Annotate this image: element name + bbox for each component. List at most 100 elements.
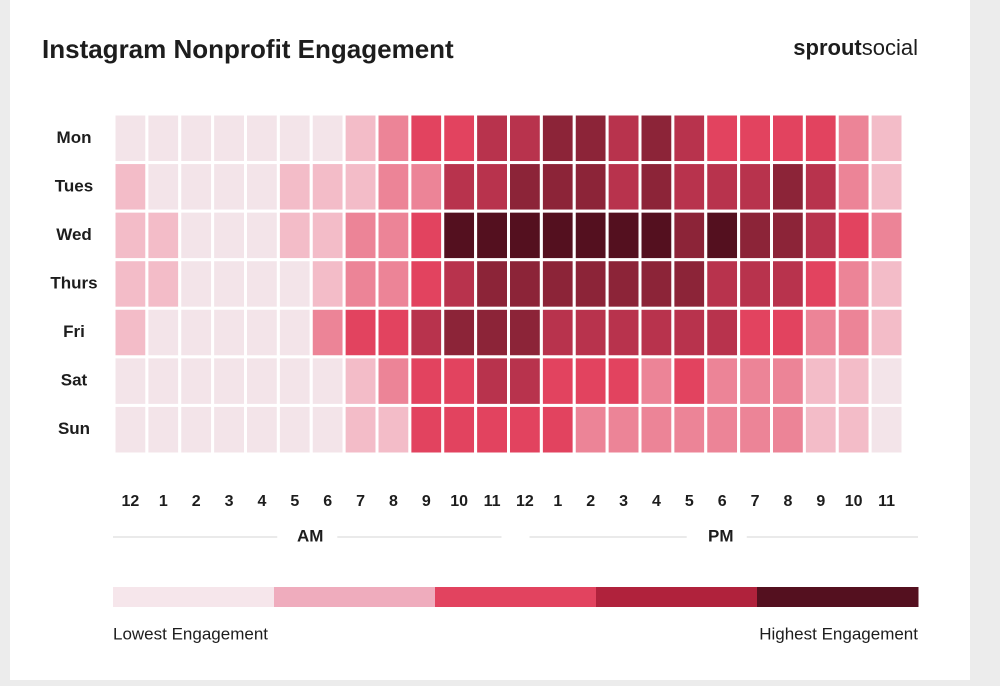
heatmap-cell [178,209,215,262]
heatmap-cell [868,209,905,262]
heatmap-cell [244,403,280,456]
heatmap-cell [375,403,412,456]
heatmap-cell [408,209,445,262]
heatmap-cell [474,209,510,262]
brand-part: social [862,35,918,60]
heatmap-cell [868,306,905,359]
heatmap-cell [112,355,149,407]
heatmap-cell [474,258,510,310]
heatmap-cell [145,403,182,456]
heatmap-cell [342,112,379,165]
heatmap-cell [375,112,412,165]
heatmap-cell [605,355,642,407]
heatmap-cell [507,112,543,165]
heatmap-cell [671,209,708,262]
x-tick-label: 12 [516,493,534,510]
heatmap-cell [112,161,149,213]
heatmap-cell [244,112,280,165]
brand: sproutsocial [793,35,918,60]
y-tick-label: Sat [61,371,88,390]
heatmap-cell [539,161,576,213]
x-tick-label: 4 [257,493,266,510]
heatmap-cell [507,306,543,359]
heatmap-cell [408,403,445,456]
heatmap-cell [737,306,773,359]
heatmap-cell [211,355,247,407]
x-tick-label: 1 [553,493,562,510]
heatmap-cell [145,355,182,407]
legend-swatch [435,587,597,607]
heatmap-cell [868,112,905,165]
heatmap-cell [605,306,642,359]
heatmap-cell [802,355,839,407]
heatmap-cell [244,306,280,359]
heatmap-cell [770,112,806,165]
heatmap-cell [178,258,215,310]
heatmap-cell [276,161,313,213]
heatmap-cell [737,209,773,262]
heatmap-cell [835,258,872,310]
heatmap-cell [276,306,313,359]
heatmap-cell [737,258,773,310]
heatmap-cell [375,161,412,213]
x-tick-label: 10 [450,493,468,510]
heatmap-cell [507,355,543,407]
heatmap-cell [441,209,478,262]
heatmap-cell [539,209,576,262]
heatmap-cell [770,258,806,310]
x-tick-label: 7 [751,493,760,510]
y-tick-label: Sun [58,419,90,438]
x-tick-label: 5 [290,493,299,510]
heatmap-cell [342,209,379,262]
heatmap-cell [770,209,806,262]
heatmap-cell [276,258,313,310]
heatmap-cell [539,403,576,456]
heatmap-cell [704,258,741,310]
group-label: PM [708,526,734,545]
heatmap-cell [835,161,872,213]
heatmap-cell [835,209,872,262]
heatmap-cell [671,258,708,310]
heatmap-cell [638,161,675,213]
heatmap-cell [474,112,510,165]
heatmap-cell [276,112,313,165]
heatmap-cell [572,403,609,456]
heatmap-cell [638,258,675,310]
chart-title: Instagram Nonprofit Engagement [42,34,454,64]
heatmap-cell [276,403,313,456]
y-tick-label: Mon [57,128,92,147]
heatmap-cell [441,355,478,407]
heatmap-cell [539,258,576,310]
heatmap-cell [802,403,839,456]
heatmap-cell [539,355,576,407]
legend-swatch [113,587,275,607]
heatmap-cell [572,258,609,310]
heatmap-cell [342,403,379,456]
heatmap-cell [178,161,215,213]
heatmap-cell [408,306,445,359]
heatmap-cell [211,112,247,165]
heatmap-cell [178,355,215,407]
heatmap-cell [737,403,773,456]
heatmap-cell [507,161,543,213]
x-tick-label: 11 [878,493,895,510]
heatmap-cell [868,161,905,213]
heatmap-cell [605,403,642,456]
heatmap-cell [211,209,247,262]
y-tick-label: Tues [55,176,93,195]
heatmap-cell [802,258,839,310]
heatmap-cell [704,355,741,407]
x-tick-label: 10 [845,493,863,510]
heatmap-cell [211,258,247,310]
heatmap-cell [638,112,675,165]
heatmap-cell [638,209,675,262]
x-tick-label: 3 [225,493,234,510]
x-tick-label: 6 [718,493,727,510]
heatmap-cell [572,355,609,407]
x-tick-label: 1 [159,493,168,510]
heatmap-cell [638,403,675,456]
group-label-bg [686,526,747,548]
heatmap-cell [868,355,905,407]
heatmap-cell [276,209,313,262]
